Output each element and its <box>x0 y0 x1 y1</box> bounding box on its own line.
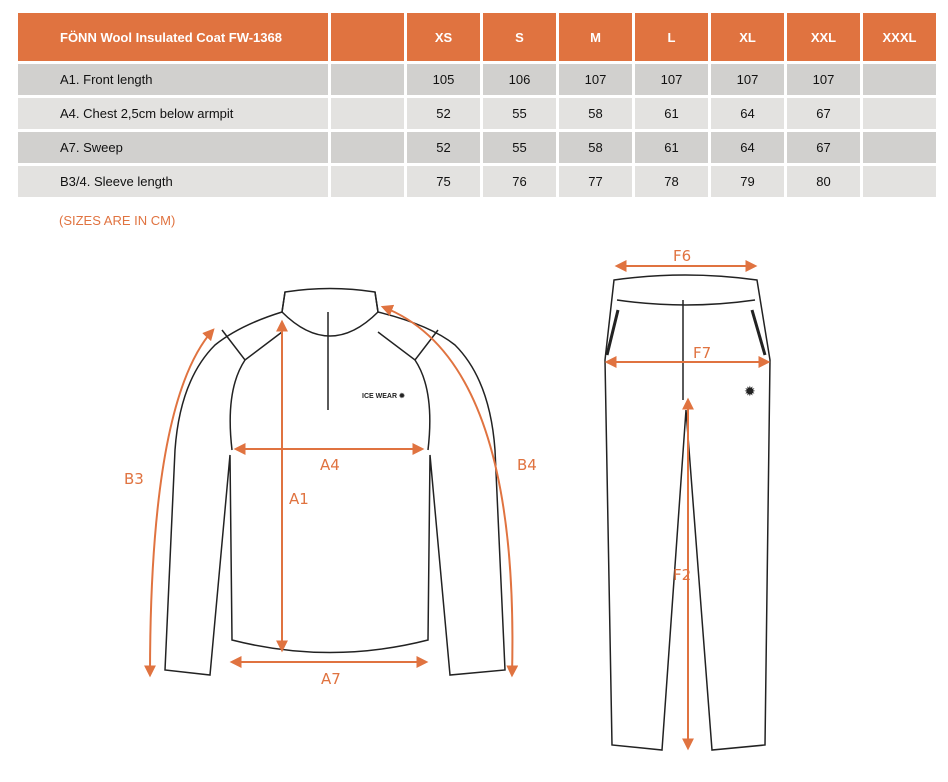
label-a7: A7 <box>321 670 341 688</box>
size-value: 58 <box>559 132 632 163</box>
label-f7: F7 <box>693 344 711 362</box>
empty-cell <box>331 64 404 95</box>
size-value: 61 <box>635 132 708 163</box>
size-value: 58 <box>559 98 632 129</box>
size-value: 52 <box>407 98 480 129</box>
size-value: 106 <box>483 64 556 95</box>
size-value <box>863 166 936 197</box>
size-value <box>863 132 936 163</box>
label-a1: A1 <box>289 490 309 508</box>
empty-cell <box>331 132 404 163</box>
jacket-outline <box>164 287 506 676</box>
size-header: XS <box>407 13 480 61</box>
size-value: 78 <box>635 166 708 197</box>
pants-outline <box>604 274 771 751</box>
size-value: 55 <box>483 98 556 129</box>
label-b3: B3 <box>124 470 144 488</box>
size-value: 107 <box>711 64 784 95</box>
size-value: 77 <box>559 166 632 197</box>
size-value: 107 <box>559 64 632 95</box>
measurement-label: A4. Chest 2,5cm below armpit <box>18 98 328 129</box>
logo-icon: ✹ <box>744 383 756 399</box>
size-value: 55 <box>483 132 556 163</box>
size-value: 67 <box>787 132 860 163</box>
table-row: A7. Sweep 52 55 58 61 64 67 <box>18 132 936 163</box>
size-value: 61 <box>635 98 708 129</box>
size-value: 79 <box>711 166 784 197</box>
measurement-label: A7. Sweep <box>18 132 328 163</box>
measurement-label: B3/4. Sleeve length <box>18 166 328 197</box>
units-note: (SIZES ARE IN CM) <box>59 213 176 228</box>
size-value <box>863 98 936 129</box>
size-header: XXL <box>787 13 860 61</box>
size-value: 105 <box>407 64 480 95</box>
size-value: 75 <box>407 166 480 197</box>
product-title: FÖNN Wool Insulated Coat FW-1368 <box>18 13 328 61</box>
size-value: 64 <box>711 98 784 129</box>
empty-header <box>331 13 404 61</box>
size-value: 107 <box>635 64 708 95</box>
size-header: XXXL <box>863 13 936 61</box>
logo-icon: ICE WEAR ✹ <box>362 392 406 400</box>
label-b4: B4 <box>517 456 537 474</box>
label-f6: F6 <box>673 247 691 265</box>
size-value: 107 <box>787 64 860 95</box>
empty-cell <box>331 98 404 129</box>
size-value: 64 <box>711 132 784 163</box>
header-row: FÖNN Wool Insulated Coat FW-1368 XS S M … <box>18 13 936 61</box>
size-value: 52 <box>407 132 480 163</box>
table-row: B3/4. Sleeve length 75 76 77 78 79 80 <box>18 166 936 197</box>
label-a4: A4 <box>320 456 340 474</box>
size-header: S <box>483 13 556 61</box>
table-row: A1. Front length 105 106 107 107 107 107 <box>18 64 936 95</box>
size-chart-table: FÖNN Wool Insulated Coat FW-1368 XS S M … <box>15 10 939 200</box>
size-header: XL <box>711 13 784 61</box>
measure-arrows <box>144 260 771 751</box>
size-value: 76 <box>483 166 556 197</box>
label-f2: F2 <box>673 566 691 584</box>
table-row: A4. Chest 2,5cm below armpit 52 55 58 61 64 67 <box>18 98 936 129</box>
size-header: L <box>635 13 708 61</box>
size-value: 80 <box>787 166 860 197</box>
size-header: M <box>559 13 632 61</box>
size-value <box>863 64 936 95</box>
empty-cell <box>331 166 404 197</box>
measurement-label: A1. Front length <box>18 64 328 95</box>
size-value: 67 <box>787 98 860 129</box>
